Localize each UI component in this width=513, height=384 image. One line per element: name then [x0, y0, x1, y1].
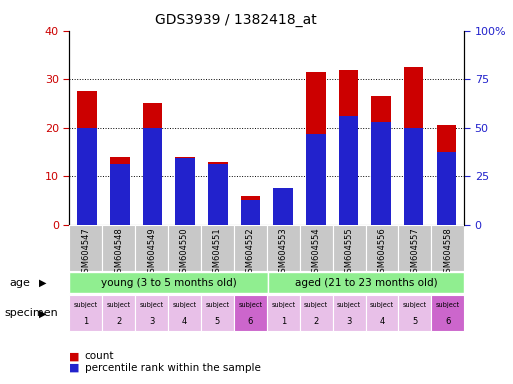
Bar [399, 295, 431, 331]
Text: GSM604549: GSM604549 [147, 227, 156, 278]
Text: GSM604553: GSM604553 [279, 227, 288, 278]
Bar [175, 158, 195, 225]
Text: subject: subject [304, 302, 328, 308]
Text: ▶: ▶ [38, 308, 46, 318]
Bar [69, 225, 102, 271]
Bar [69, 295, 102, 331]
Bar [306, 134, 326, 225]
Bar [431, 225, 464, 271]
Text: 2: 2 [313, 317, 319, 326]
Bar [208, 162, 228, 225]
Bar [273, 188, 293, 225]
Bar [234, 295, 267, 331]
Text: subject: subject [370, 302, 394, 308]
Text: GDS3939 / 1382418_at: GDS3939 / 1382418_at [155, 13, 317, 27]
Text: GSM604547: GSM604547 [81, 227, 90, 278]
Bar [175, 157, 195, 225]
Bar [267, 225, 300, 271]
Text: subject: subject [172, 302, 196, 308]
Text: GSM604554: GSM604554 [311, 227, 321, 278]
Text: subject: subject [436, 302, 460, 308]
Text: GSM604551: GSM604551 [213, 227, 222, 278]
Text: age: age [9, 278, 30, 288]
Bar [365, 295, 399, 331]
Bar [332, 295, 365, 331]
Bar [339, 70, 358, 225]
Text: ■: ■ [69, 351, 80, 361]
Bar [77, 91, 97, 225]
Bar [168, 295, 201, 331]
Bar [332, 225, 365, 271]
Bar [110, 157, 130, 225]
Text: percentile rank within the sample: percentile rank within the sample [85, 363, 261, 373]
Bar [404, 128, 423, 225]
Bar [241, 200, 260, 225]
Text: GSM604550: GSM604550 [180, 227, 189, 278]
Bar [437, 125, 456, 225]
Bar [201, 225, 234, 271]
Text: 6: 6 [445, 317, 450, 326]
Bar [300, 295, 332, 331]
Text: 1: 1 [281, 317, 286, 326]
Bar [431, 295, 464, 331]
Bar [143, 103, 162, 225]
Text: specimen: specimen [4, 308, 58, 318]
Text: GSM604555: GSM604555 [345, 227, 353, 278]
Bar [110, 164, 130, 225]
Bar [135, 295, 168, 331]
Bar [437, 152, 456, 225]
Bar [102, 295, 135, 331]
Bar [241, 195, 260, 225]
Bar [404, 67, 423, 225]
Text: ■: ■ [69, 363, 80, 373]
Text: GSM604552: GSM604552 [246, 227, 255, 278]
Bar [300, 225, 332, 271]
Text: 3: 3 [346, 317, 352, 326]
Text: subject: subject [403, 302, 427, 308]
Bar [365, 225, 399, 271]
Text: 2: 2 [116, 317, 121, 326]
Text: 4: 4 [182, 317, 187, 326]
Text: subject: subject [74, 302, 98, 308]
Text: 1: 1 [83, 317, 88, 326]
Text: GSM604548: GSM604548 [114, 227, 123, 278]
Text: GSM604557: GSM604557 [410, 227, 420, 278]
Text: 3: 3 [149, 317, 154, 326]
Bar [143, 128, 162, 225]
Bar [267, 295, 300, 331]
Text: young (3 to 5 months old): young (3 to 5 months old) [101, 278, 236, 288]
Text: 4: 4 [379, 317, 385, 326]
Bar [273, 193, 293, 225]
Text: GSM604556: GSM604556 [378, 227, 386, 278]
Bar [399, 225, 431, 271]
Bar [102, 225, 135, 271]
Text: subject: subject [107, 302, 131, 308]
Text: subject: subject [205, 302, 229, 308]
Text: subject: subject [140, 302, 164, 308]
Text: 6: 6 [248, 317, 253, 326]
Text: count: count [85, 351, 114, 361]
Text: subject: subject [337, 302, 361, 308]
Text: 5: 5 [412, 317, 418, 326]
Bar [201, 295, 234, 331]
Bar [371, 96, 391, 225]
Bar [208, 164, 228, 225]
Text: 5: 5 [215, 317, 220, 326]
Bar [135, 225, 168, 271]
Text: GSM604558: GSM604558 [443, 227, 452, 278]
Bar [268, 272, 464, 293]
Bar [339, 116, 358, 225]
Bar [371, 122, 391, 225]
Text: subject: subject [238, 302, 262, 308]
Bar [77, 128, 97, 225]
Text: subject: subject [271, 302, 295, 308]
Bar [168, 225, 201, 271]
Bar [234, 225, 267, 271]
Bar [306, 72, 326, 225]
Bar [69, 272, 268, 293]
Text: aged (21 to 23 months old): aged (21 to 23 months old) [295, 278, 438, 288]
Text: ▶: ▶ [38, 278, 46, 288]
